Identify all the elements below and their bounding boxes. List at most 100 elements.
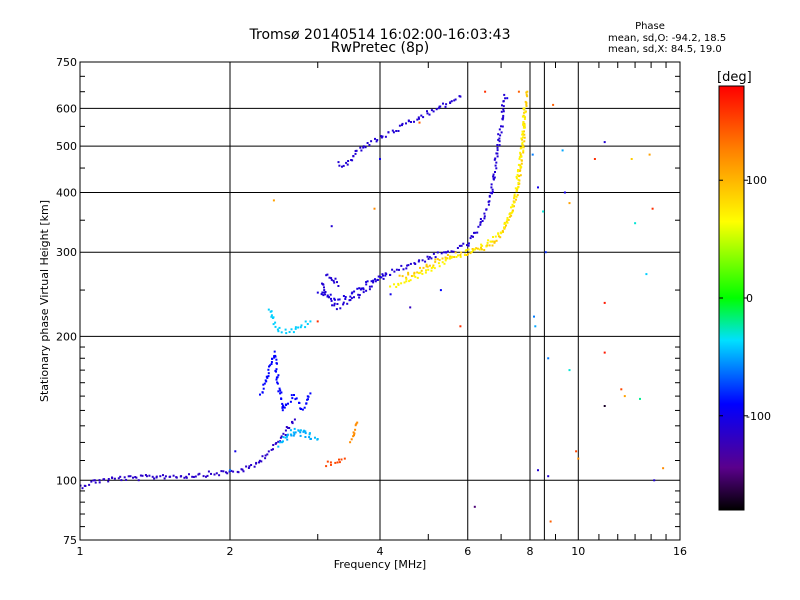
data-point [522,121,525,124]
data-point [491,190,494,193]
data-point [511,209,514,212]
data-point [376,278,379,281]
data-point [336,281,338,284]
data-point [316,320,319,323]
data-point [502,116,505,119]
data-point [407,273,410,276]
data-point [286,438,289,441]
data-point [498,137,501,140]
data-point [409,279,412,282]
data-point [420,269,423,272]
data-point [141,474,144,477]
data-point [155,475,158,478]
y-tick-label: 400 [56,186,77,199]
data-point [323,286,325,289]
data-point [273,356,276,359]
data-point [362,146,365,149]
data-point [381,273,384,276]
data-point [427,257,430,260]
data-point [354,428,357,431]
x-tick-label: 10 [571,545,585,558]
data-point [393,283,395,286]
data-point [355,149,358,152]
data-point [305,402,308,405]
x-tick-label: 4 [377,545,384,558]
data-point [365,283,368,286]
data-point [506,218,509,221]
data-point [342,164,345,167]
data-point [471,248,474,250]
data-point [516,170,519,173]
data-point [523,115,526,118]
data-point [352,431,355,434]
data-point [520,162,523,165]
data-point [603,141,606,144]
data-point [307,395,310,398]
data-point [648,153,651,156]
data-point [285,332,288,335]
data-point [511,211,514,214]
data-point [272,199,275,202]
x-tick-label: 1 [77,545,84,558]
data-point [325,465,328,468]
data-point [292,434,295,437]
data-point [495,152,498,155]
y-tick-label: 100 [56,474,77,487]
data-point [496,144,499,146]
data-point [441,257,444,260]
data-point [430,267,433,269]
data-point [467,253,469,256]
data-point [405,278,408,281]
data-point [473,231,475,234]
phase-x-stats: mean, sd,X: 84.5, 19.0 [608,44,722,55]
data-point [270,363,273,365]
data-point [325,274,328,277]
data-point [425,269,427,272]
data-point [377,275,380,278]
data-point [414,275,417,278]
data-point [491,188,494,191]
data-point [421,259,424,262]
data-point [281,402,284,405]
data-point [218,474,221,477]
data-point [280,391,283,394]
data-point [324,293,327,296]
data-point [519,153,522,155]
data-point [503,227,506,230]
data-point [368,285,371,288]
data-point [274,321,277,324]
data-point [373,207,376,210]
data-point [487,239,490,242]
data-point [542,210,545,213]
data-point [507,218,510,221]
data-point [288,331,291,333]
data-point [520,137,523,140]
data-point [430,257,433,260]
data-point [370,285,373,288]
data-point [349,299,352,301]
data-point [511,203,514,206]
data-point [427,268,430,271]
data-point [403,281,406,284]
data-point [479,218,482,220]
data-point [515,195,518,198]
data-point [405,280,408,283]
data-point [405,122,407,125]
data-point [276,381,279,384]
data-point [342,301,345,304]
data-point [451,255,453,258]
data-point [470,250,473,253]
colorbar-ticks: 100 0 -100 [719,174,771,423]
data-point [303,406,306,409]
data-point [472,249,475,252]
data-point [265,380,268,383]
data-point [410,275,413,277]
data-point [338,461,341,464]
data-point [304,430,307,433]
data-point [436,258,439,261]
data-point [353,290,356,293]
data-point [354,424,357,427]
data-point [117,477,120,480]
data-point [486,241,489,244]
data-point [183,476,186,479]
